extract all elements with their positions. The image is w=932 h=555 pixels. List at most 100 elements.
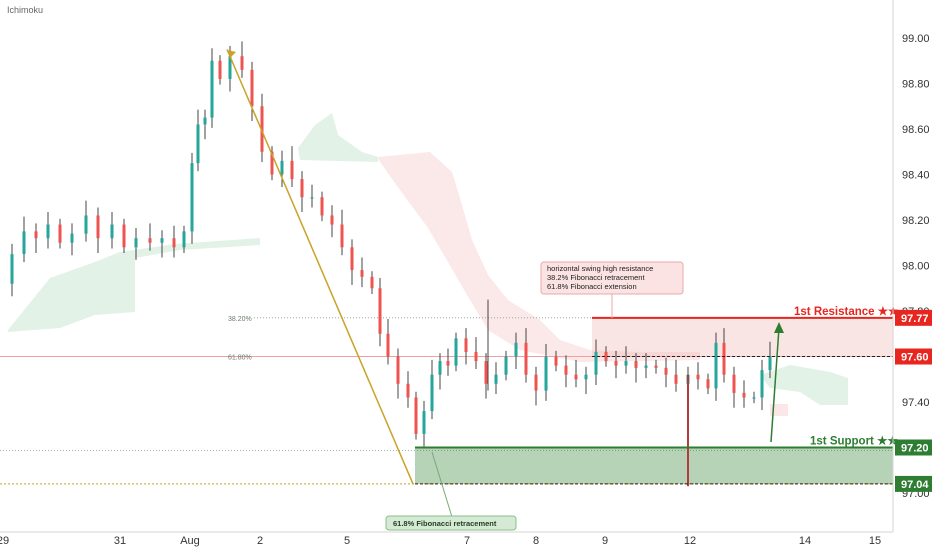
x-tick-label: Aug bbox=[180, 535, 200, 547]
resistance-annotation-line: horizontal swing high resistance bbox=[547, 264, 653, 273]
candle-body bbox=[290, 160, 294, 180]
resistance-annotation-line: 38.2% Fibonacci retracement bbox=[547, 273, 645, 282]
swing-arrow-head bbox=[227, 50, 236, 58]
indicator-label: Ichimoku bbox=[7, 5, 43, 15]
cloud-green-right bbox=[760, 365, 848, 405]
candle-body bbox=[732, 374, 736, 393]
candle-body bbox=[484, 361, 488, 384]
candle-body bbox=[160, 238, 164, 243]
x-tick-label: 7 bbox=[464, 535, 470, 547]
x-tick-label: 2 bbox=[257, 535, 263, 547]
candle-body bbox=[696, 374, 700, 380]
y-tick-label: 98.60 bbox=[902, 124, 930, 136]
candle-body bbox=[574, 374, 578, 380]
candle-body bbox=[228, 56, 232, 79]
candle-body bbox=[494, 374, 498, 384]
resistance-zone bbox=[592, 317, 893, 357]
price-tag-label: 97.04 bbox=[901, 479, 929, 491]
candle-body bbox=[422, 411, 426, 434]
candle-body bbox=[182, 231, 186, 248]
y-tick-label: 98.20 bbox=[902, 215, 930, 227]
candle-body bbox=[22, 231, 26, 255]
candle-body bbox=[46, 224, 50, 239]
candle-body bbox=[674, 374, 678, 384]
candle-body bbox=[584, 374, 588, 380]
candle-body bbox=[544, 356, 548, 391]
candle-body bbox=[10, 254, 14, 284]
candle-body bbox=[534, 374, 538, 391]
bounce-arrow-head bbox=[774, 322, 784, 333]
candle-body bbox=[250, 69, 254, 107]
candle-body bbox=[654, 365, 658, 368]
support-annotation-text: 61.8% Fibonacci retracement bbox=[393, 519, 497, 528]
candle-body bbox=[564, 365, 568, 375]
candle-body bbox=[474, 351, 478, 362]
candle-body bbox=[454, 338, 458, 366]
candle-body bbox=[122, 224, 126, 248]
support-label: 1st Support ★★ bbox=[810, 435, 898, 448]
candle-body bbox=[614, 361, 618, 366]
x-tick-label: 8 bbox=[533, 535, 539, 547]
candle-body bbox=[70, 233, 74, 243]
price-tag-label: 97.60 bbox=[901, 352, 929, 364]
x-tick-label: 9 bbox=[602, 535, 608, 547]
candle-body bbox=[270, 151, 274, 175]
candle-body bbox=[218, 60, 222, 79]
candle-body bbox=[446, 361, 450, 366]
support-annotation-box bbox=[385, 515, 517, 531]
candle-body bbox=[464, 338, 468, 352]
candle-body bbox=[360, 270, 364, 277]
resistance-label: 1st Resistance ★★ bbox=[794, 305, 899, 318]
candle-body bbox=[203, 117, 207, 125]
x-tick-label: 15 bbox=[869, 535, 881, 547]
candle-body bbox=[320, 197, 324, 216]
candle-body bbox=[96, 215, 100, 239]
price-tag bbox=[895, 309, 932, 326]
candle-body bbox=[742, 392, 746, 398]
x-tick-label: 5 bbox=[344, 535, 350, 547]
price-tag bbox=[895, 439, 932, 456]
candle-body bbox=[280, 160, 284, 175]
price-tag-label: 97.77 bbox=[901, 313, 929, 325]
candle-body bbox=[504, 356, 508, 375]
y-tick-label: 97.40 bbox=[902, 397, 930, 409]
candle-body bbox=[714, 342, 718, 389]
candle-body bbox=[514, 342, 518, 357]
y-tick-label: 98.40 bbox=[902, 170, 930, 182]
candle-body bbox=[624, 361, 628, 366]
candle-body bbox=[310, 197, 314, 199]
cloud-green-left bbox=[8, 238, 260, 332]
candle-body bbox=[386, 333, 390, 357]
price-tag bbox=[895, 348, 932, 365]
candle-body bbox=[706, 379, 710, 389]
candle-body bbox=[644, 365, 648, 368]
cloud-red bbox=[378, 152, 700, 362]
candle-body bbox=[604, 351, 608, 362]
fib-382-label: 38.20% bbox=[228, 316, 252, 323]
candle-body bbox=[722, 342, 726, 375]
cloud-red-right bbox=[770, 404, 788, 416]
candle-body bbox=[760, 370, 764, 398]
y-tick-label: 99.00 bbox=[902, 33, 930, 45]
y-tick-label: 98.80 bbox=[902, 79, 930, 91]
candle-body bbox=[378, 288, 382, 334]
candle-body bbox=[190, 163, 194, 232]
candle-body bbox=[594, 351, 598, 375]
fib-swing-line bbox=[226, 49, 414, 485]
candle-body bbox=[260, 106, 264, 152]
candle-body bbox=[210, 60, 214, 118]
x-tick-label: 31 bbox=[114, 535, 126, 547]
candle-body bbox=[330, 215, 334, 225]
candle-body bbox=[134, 238, 138, 248]
resistance-annotation-line: 61.8% Fibonacci extension bbox=[547, 282, 637, 291]
x-tick-label: 12 bbox=[684, 535, 696, 547]
candle-body bbox=[396, 356, 400, 384]
y-tick-label: 98.00 bbox=[902, 261, 930, 273]
candle-body bbox=[148, 238, 152, 243]
price-tag bbox=[895, 475, 932, 492]
candle-body bbox=[340, 224, 344, 248]
x-tick-label: 29 bbox=[0, 535, 9, 547]
